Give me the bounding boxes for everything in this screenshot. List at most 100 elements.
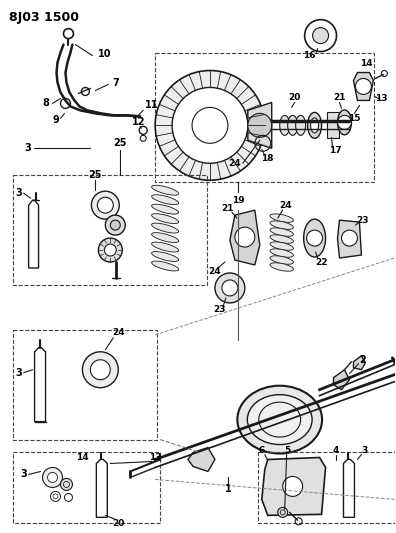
Text: 4: 4 [332, 446, 339, 455]
Ellipse shape [152, 185, 179, 195]
Circle shape [172, 87, 248, 163]
Ellipse shape [270, 249, 293, 257]
Ellipse shape [280, 116, 290, 135]
Ellipse shape [270, 214, 293, 222]
Ellipse shape [152, 252, 179, 262]
Text: 10: 10 [98, 49, 112, 59]
Circle shape [215, 273, 245, 303]
Text: 3: 3 [15, 188, 22, 198]
Ellipse shape [270, 263, 293, 271]
Circle shape [307, 230, 323, 246]
Text: 9: 9 [52, 115, 59, 125]
Ellipse shape [152, 261, 179, 271]
Bar [13, 451, 160, 523]
Circle shape [97, 197, 113, 213]
Text: 8: 8 [42, 99, 49, 108]
Polygon shape [96, 459, 107, 518]
Text: 6: 6 [259, 446, 265, 455]
Text: 23: 23 [356, 216, 369, 224]
Polygon shape [337, 220, 362, 258]
Polygon shape [343, 459, 354, 518]
Circle shape [61, 479, 72, 490]
Ellipse shape [308, 112, 322, 139]
Polygon shape [188, 448, 215, 472]
Polygon shape [333, 370, 349, 390]
Text: 3: 3 [24, 143, 31, 154]
Text: 22: 22 [315, 257, 328, 266]
Ellipse shape [310, 118, 318, 133]
Circle shape [91, 191, 119, 219]
Text: 25: 25 [114, 139, 127, 148]
Circle shape [42, 467, 63, 487]
Circle shape [90, 360, 110, 379]
Text: 16: 16 [303, 51, 316, 60]
Circle shape [283, 477, 303, 496]
Circle shape [48, 472, 57, 482]
Ellipse shape [237, 386, 322, 454]
Text: 7: 7 [112, 78, 119, 88]
Text: 20: 20 [288, 93, 301, 102]
Text: 19: 19 [232, 196, 244, 205]
Text: 14: 14 [76, 453, 89, 462]
Text: 2: 2 [359, 355, 366, 365]
Text: 24: 24 [112, 328, 125, 337]
Ellipse shape [248, 394, 312, 445]
Ellipse shape [152, 242, 179, 252]
Ellipse shape [152, 204, 179, 214]
Bar [258, 451, 395, 523]
Ellipse shape [287, 116, 298, 135]
Ellipse shape [152, 214, 179, 223]
Text: 3: 3 [361, 446, 367, 455]
Text: 24: 24 [209, 268, 221, 277]
Polygon shape [354, 72, 373, 100]
Ellipse shape [270, 242, 293, 251]
Polygon shape [262, 457, 326, 515]
Ellipse shape [337, 110, 352, 135]
Circle shape [98, 238, 122, 262]
Text: 21: 21 [333, 93, 346, 102]
Ellipse shape [270, 235, 293, 243]
Text: 11: 11 [145, 100, 159, 110]
Text: 20: 20 [112, 519, 124, 528]
Text: 15: 15 [348, 114, 361, 123]
Text: 25: 25 [89, 170, 102, 180]
Circle shape [155, 70, 265, 180]
Text: 23: 23 [214, 305, 226, 314]
Circle shape [82, 352, 118, 387]
Text: 14: 14 [360, 59, 373, 68]
Ellipse shape [270, 221, 293, 229]
Bar [155, 53, 374, 182]
Text: 1: 1 [225, 484, 231, 495]
Circle shape [222, 280, 238, 296]
Ellipse shape [270, 256, 293, 264]
Ellipse shape [270, 228, 293, 236]
Text: 13: 13 [149, 453, 162, 462]
Circle shape [341, 230, 358, 246]
Text: 17: 17 [329, 146, 342, 155]
Text: 18: 18 [261, 154, 274, 163]
Circle shape [337, 116, 352, 130]
Text: 3: 3 [15, 368, 22, 378]
Ellipse shape [152, 195, 179, 205]
Circle shape [278, 507, 287, 518]
Text: 5: 5 [285, 446, 291, 455]
Bar [13, 175, 207, 285]
Circle shape [104, 244, 116, 256]
Text: 21: 21 [222, 204, 234, 213]
Text: 8J03 1500: 8J03 1500 [9, 11, 79, 23]
Bar [327, 112, 339, 139]
Circle shape [110, 220, 120, 230]
Circle shape [105, 215, 125, 235]
Polygon shape [29, 200, 38, 268]
Text: 24: 24 [228, 159, 241, 168]
Polygon shape [354, 356, 366, 370]
Ellipse shape [296, 116, 306, 135]
Text: 24: 24 [280, 200, 292, 209]
Circle shape [356, 78, 371, 94]
Polygon shape [248, 102, 272, 148]
Ellipse shape [152, 232, 179, 243]
Polygon shape [230, 210, 260, 265]
Bar [13, 330, 157, 440]
Polygon shape [34, 348, 46, 422]
Text: 3: 3 [20, 470, 27, 480]
